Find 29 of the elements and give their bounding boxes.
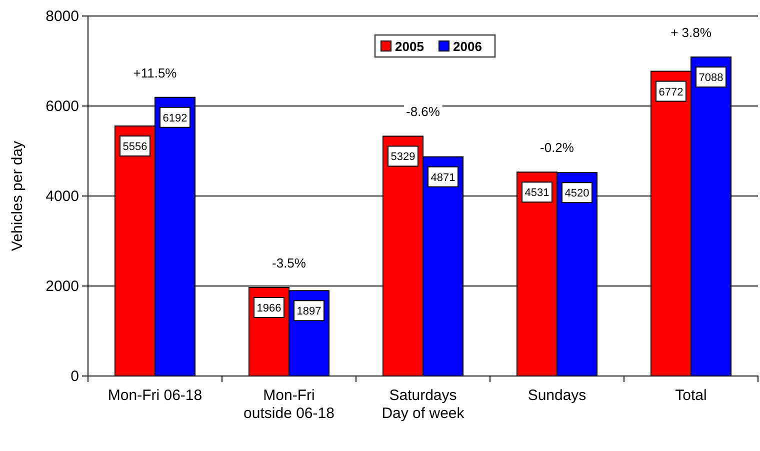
- data-label: 4531: [524, 187, 550, 200]
- data-label: 6192: [162, 112, 188, 124]
- x-tick-label: Mon-Fri 06-18: [108, 387, 202, 404]
- data-label: 1897: [296, 306, 322, 318]
- x-tick-label: Sundays: [528, 387, 586, 404]
- y-tick-label: 4000: [46, 188, 79, 205]
- legend-label: 2005: [395, 39, 424, 54]
- x-tick-label: Saturdays: [389, 387, 457, 404]
- annotation: -3.5%: [272, 256, 306, 271]
- annotation: -0.2%: [540, 140, 574, 156]
- x-tick-label: Mon-Fri outside 06-18: [244, 387, 334, 422]
- x-axis-title: Day of week: [382, 405, 465, 422]
- y-tick-label: 8000: [46, 8, 79, 25]
- data-label: 1966: [256, 302, 282, 315]
- annotation: +11.5%: [133, 65, 178, 80]
- annotation: -8.6%: [406, 104, 440, 120]
- data-label: 5329: [390, 151, 416, 164]
- y-tick-label: 6000: [46, 98, 79, 115]
- x-tick-label: Total: [675, 387, 707, 404]
- data-label: 5556: [122, 140, 148, 153]
- legend-label: 2006: [453, 39, 482, 54]
- data-label: 4871: [430, 172, 456, 184]
- data-label: 4520: [564, 188, 590, 200]
- data-label: 6772: [658, 86, 684, 98]
- data-label: 7088: [698, 72, 724, 84]
- y-tick-label: 0: [70, 368, 79, 385]
- annotation: + 3.8%: [670, 25, 712, 40]
- y-axis-title: Vehicles per day: [9, 140, 26, 252]
- y-tick-label: 2000: [46, 278, 79, 295]
